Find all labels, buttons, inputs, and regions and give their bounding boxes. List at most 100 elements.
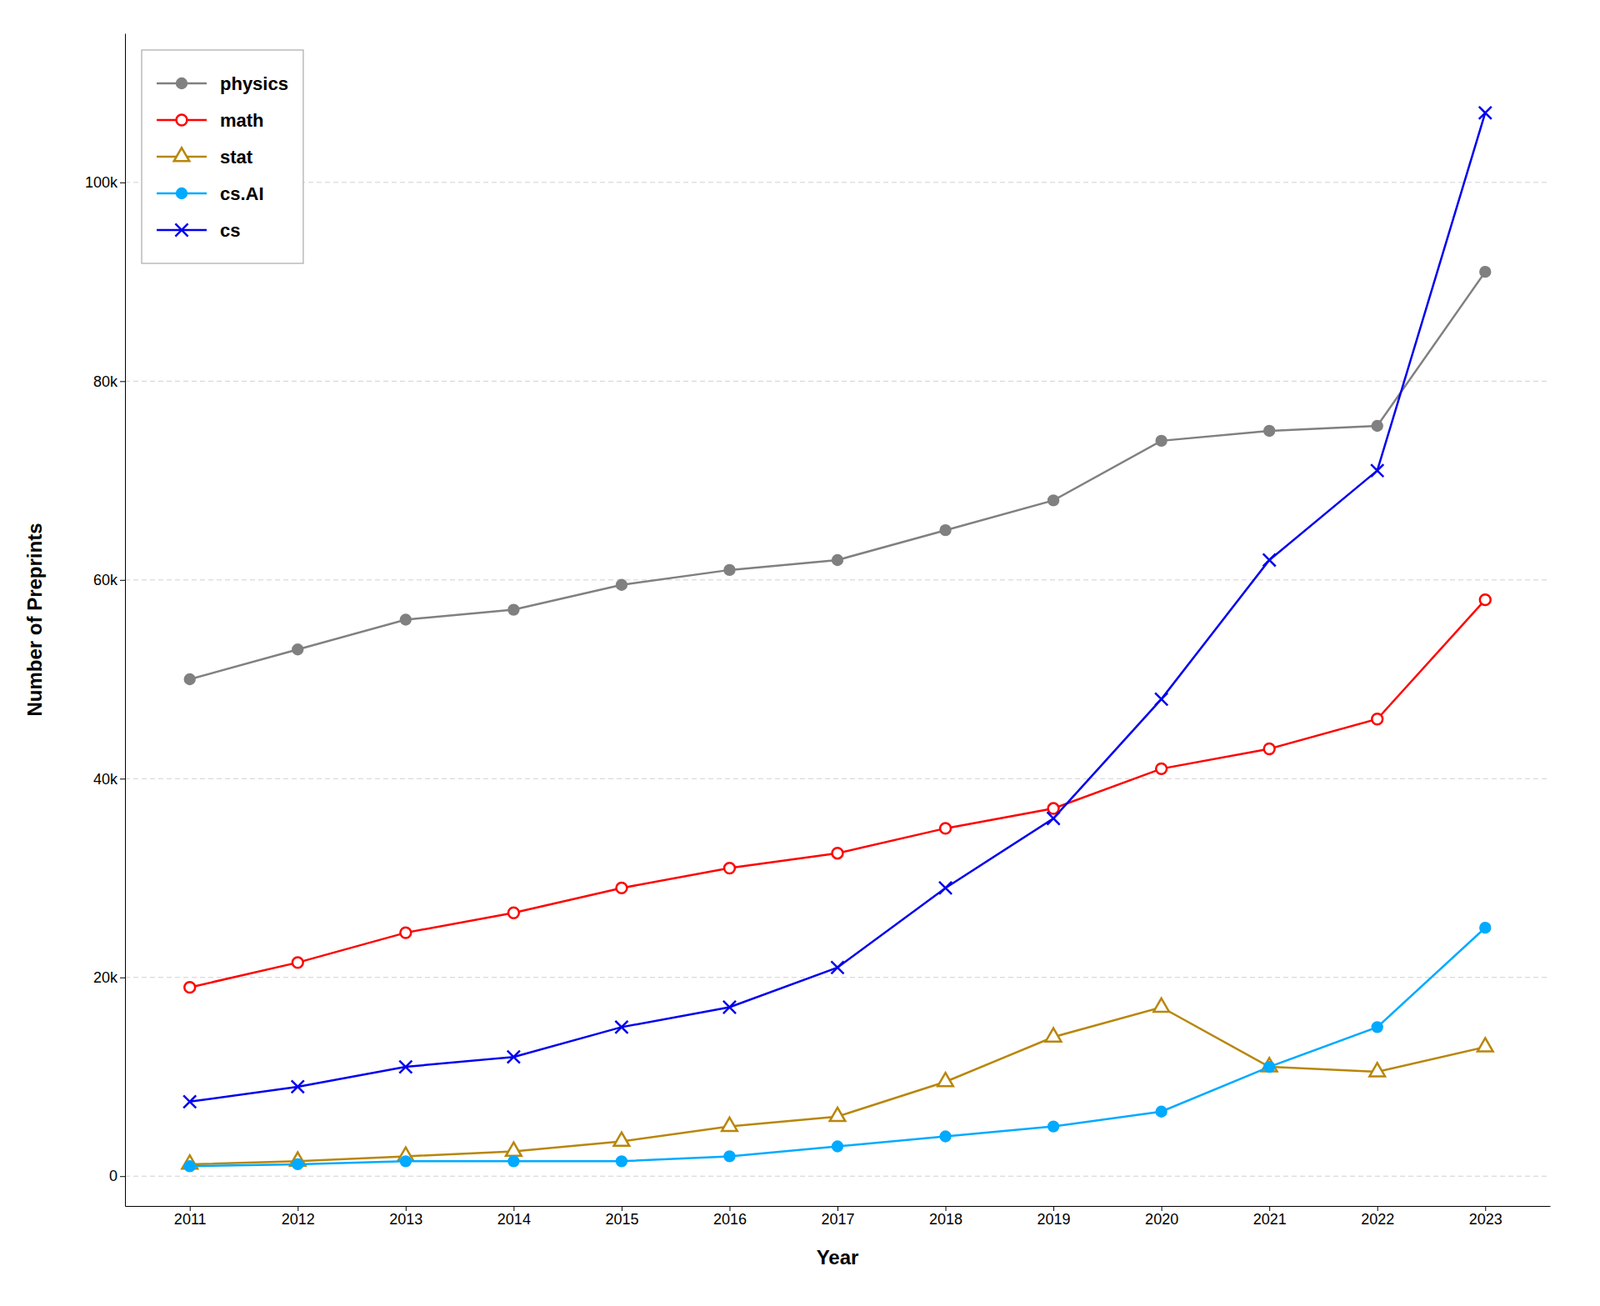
tick-label: 2021 [1253, 1210, 1287, 1228]
tick-mark [120, 182, 125, 184]
point [1371, 420, 1383, 432]
point [615, 579, 627, 590]
point [940, 1130, 951, 1142]
y-tick: 0 [109, 1167, 125, 1185]
point [723, 1000, 736, 1014]
point [940, 822, 951, 834]
point [1370, 464, 1384, 477]
tick-label: 60k [93, 571, 119, 589]
legend-marker [176, 115, 188, 126]
y-tick: 80k [93, 373, 125, 390]
legend-marker [174, 147, 190, 161]
tick-label: 2015 [605, 1210, 639, 1228]
point [1264, 1061, 1275, 1073]
point [1048, 495, 1060, 506]
legend-marker [176, 188, 188, 200]
x-axis: 2011 2012 2013 2014 2015 2016 2017 2018 2019 2020… [125, 1205, 1551, 1228]
point [292, 644, 304, 655]
marks [181, 106, 1493, 1172]
point [1369, 1062, 1385, 1076]
tick-label: 2018 [929, 1210, 963, 1228]
axis-line [125, 34, 126, 1207]
legend-entry: math [156, 110, 265, 131]
y-tick: 40k [93, 770, 125, 788]
point [1048, 803, 1060, 815]
legend-marker [176, 78, 188, 90]
grid-line [125, 181, 1550, 183]
point [1155, 435, 1167, 446]
legend-marker [175, 223, 188, 236]
x-tick: 2014 [497, 1205, 531, 1228]
legend-label: math [220, 110, 265, 131]
point [1153, 998, 1170, 1012]
x-tick: 2022 [1360, 1205, 1395, 1228]
point [615, 1155, 627, 1167]
point [399, 1060, 412, 1074]
grid-line [125, 579, 1550, 580]
x-tick: 2023 [1469, 1205, 1503, 1228]
series [184, 594, 1490, 993]
grid-line [125, 1175, 1550, 1177]
point [1045, 1028, 1062, 1042]
y-tick: 20k [93, 969, 125, 986]
point [507, 1050, 520, 1064]
point [1155, 1105, 1167, 1117]
point [614, 1132, 630, 1146]
series [183, 106, 1492, 1108]
point [615, 1020, 628, 1034]
grid-line [125, 778, 1550, 780]
point [1263, 553, 1276, 566]
point [830, 960, 844, 974]
tick-label: 80k [93, 373, 119, 390]
x-tick: 2016 [713, 1205, 747, 1228]
point [183, 1095, 196, 1108]
point [721, 1117, 738, 1131]
legend-entry: stat [156, 146, 254, 168]
point [1155, 763, 1167, 775]
point [291, 1080, 305, 1093]
tick-mark [120, 977, 125, 979]
point [400, 927, 411, 939]
point [1480, 594, 1491, 605]
tick-label: 2022 [1360, 1210, 1395, 1228]
x-tick: 2021 [1253, 1205, 1287, 1228]
point [400, 1155, 411, 1167]
tick-label: 2016 [713, 1210, 747, 1228]
point [1264, 743, 1275, 755]
plot: 2011 2012 2013 2014 2015 2016 2017 2018 2019 2020… [85, 34, 1551, 1228]
point [1047, 811, 1060, 825]
grid-line [125, 380, 1550, 382]
tick-label: 2013 [389, 1210, 423, 1228]
tick-label: 20k [93, 969, 119, 986]
tick-label: 100k [85, 174, 119, 191]
x-tick: 2012 [281, 1205, 315, 1228]
point [1477, 1037, 1494, 1051]
point [724, 564, 735, 575]
line [190, 271, 1486, 680]
point [615, 882, 627, 894]
tick-label: 2011 [174, 1210, 207, 1228]
series [184, 922, 1490, 1172]
point [1264, 425, 1275, 437]
x-tick: 2019 [1037, 1205, 1071, 1228]
legend-label: cs [220, 220, 240, 241]
tick-label: 0 [109, 1167, 118, 1185]
point [292, 1158, 304, 1170]
legend-entry: cs.AI [156, 183, 265, 205]
point [1480, 922, 1491, 934]
legend: physicsmathstatcs.AIcs [141, 50, 304, 264]
chart: 2011 2012 2013 2014 2015 2016 2017 2018 2019 2020… [0, 0, 1600, 1306]
legend-entry: cs [156, 220, 240, 241]
x-axis-title: Year [816, 1245, 860, 1269]
series [184, 266, 1490, 685]
tick-label: 2020 [1145, 1210, 1179, 1228]
x-tick: 2017 [820, 1205, 855, 1228]
tick-mark [120, 1175, 125, 1177]
grid [125, 182, 1550, 1176]
x-tick: 2011 [174, 1205, 207, 1228]
point [508, 604, 520, 615]
point [830, 1107, 846, 1121]
point [832, 1140, 844, 1152]
y-axis: 0 20k 40k 60k 80k 100k [85, 34, 126, 1207]
line [190, 927, 1486, 1166]
